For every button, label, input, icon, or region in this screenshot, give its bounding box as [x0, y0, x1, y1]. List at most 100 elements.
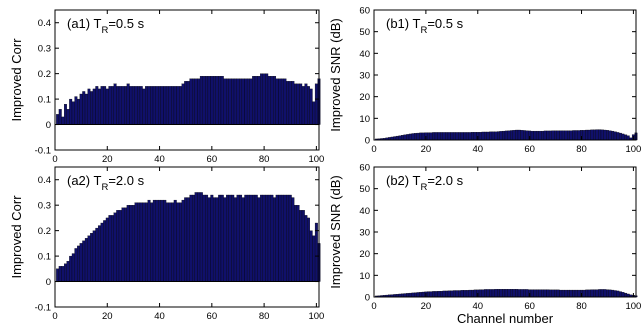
bar	[403, 293, 407, 298]
x-tick-label: 20	[102, 311, 113, 322]
axes-frame	[54, 166, 320, 308]
bar	[600, 289, 604, 298]
bar	[186, 81, 190, 125]
bar	[447, 132, 451, 141]
x-tick-label: 40	[472, 144, 483, 155]
bar	[445, 290, 449, 298]
y-axis-label: Improved SNR (dB)	[328, 175, 343, 288]
bar	[260, 194, 263, 282]
bar	[406, 293, 410, 298]
bar	[126, 83, 130, 125]
bar	[105, 217, 109, 282]
bar	[163, 86, 167, 125]
bar	[168, 202, 172, 282]
bar	[103, 86, 107, 125]
bar	[244, 78, 248, 125]
bar	[69, 255, 73, 282]
bar	[176, 86, 180, 125]
bar	[429, 291, 433, 298]
bar	[304, 83, 308, 125]
bar	[147, 199, 151, 282]
bar	[56, 268, 60, 282]
bar	[223, 197, 227, 282]
bar	[262, 194, 266, 282]
bar	[241, 197, 245, 282]
bar	[294, 83, 297, 125]
bar	[280, 194, 284, 282]
bar	[280, 78, 284, 125]
bar	[595, 289, 599, 298]
bar	[523, 130, 526, 141]
bar	[160, 86, 164, 125]
bar	[395, 135, 399, 141]
bar	[212, 197, 216, 282]
bar	[406, 134, 410, 141]
x-tick-label: 80	[259, 154, 270, 165]
bar	[523, 289, 526, 298]
y-tick-label: 0.2	[38, 226, 51, 237]
bar	[569, 130, 573, 141]
bar	[181, 83, 185, 125]
bar	[455, 132, 459, 141]
bar	[499, 289, 503, 298]
bar	[512, 130, 516, 141]
bar	[393, 136, 397, 141]
bar	[150, 202, 154, 282]
bars-a1	[56, 73, 321, 125]
bar	[556, 130, 560, 141]
bar	[84, 93, 88, 125]
bar	[210, 76, 214, 125]
bar	[447, 290, 451, 298]
bar	[497, 131, 500, 141]
bar	[419, 292, 423, 298]
bar	[504, 130, 508, 141]
bar	[218, 194, 222, 282]
bar	[283, 78, 287, 125]
bar	[616, 290, 620, 298]
bar	[473, 289, 477, 298]
bar	[585, 129, 589, 141]
bar	[611, 130, 615, 141]
bar	[116, 86, 120, 125]
bar	[626, 135, 630, 141]
bar	[538, 289, 542, 298]
bar	[590, 289, 594, 298]
bar	[121, 86, 125, 125]
x-tick-label: 60	[524, 301, 535, 312]
bar	[593, 129, 596, 141]
bar	[233, 78, 237, 125]
bar	[239, 194, 243, 282]
bar	[113, 212, 117, 282]
y-tick-label: -0.1	[35, 146, 51, 157]
bar	[458, 290, 462, 298]
bar	[304, 215, 308, 282]
bar	[184, 197, 188, 282]
x-tick-label: 100	[308, 154, 324, 165]
bar	[197, 192, 201, 282]
bar	[546, 289, 550, 298]
bar	[275, 194, 279, 282]
bar	[207, 197, 211, 282]
bar	[468, 132, 472, 141]
bar	[61, 116, 65, 125]
bar	[74, 96, 78, 125]
bar	[273, 197, 277, 282]
bar	[228, 194, 232, 282]
panel-title: (a2) TR=2.0 s	[67, 173, 145, 193]
bar	[90, 233, 94, 282]
bar	[246, 78, 250, 125]
bar	[231, 194, 235, 282]
bar	[212, 76, 216, 125]
bar	[624, 292, 628, 298]
bar	[288, 194, 292, 282]
bar	[286, 81, 290, 125]
bar	[535, 130, 539, 141]
bar	[478, 132, 482, 141]
bar	[207, 76, 211, 125]
bar	[439, 132, 443, 141]
bar	[502, 289, 506, 298]
bar	[260, 73, 263, 125]
panel-b2: 0 20 40 60 80 100 0 10 20 30 40 50 60 (b2) TR=2.0 s Im…	[328, 163, 641, 323]
bar	[618, 132, 622, 141]
x-tick-label: 60	[207, 154, 218, 165]
